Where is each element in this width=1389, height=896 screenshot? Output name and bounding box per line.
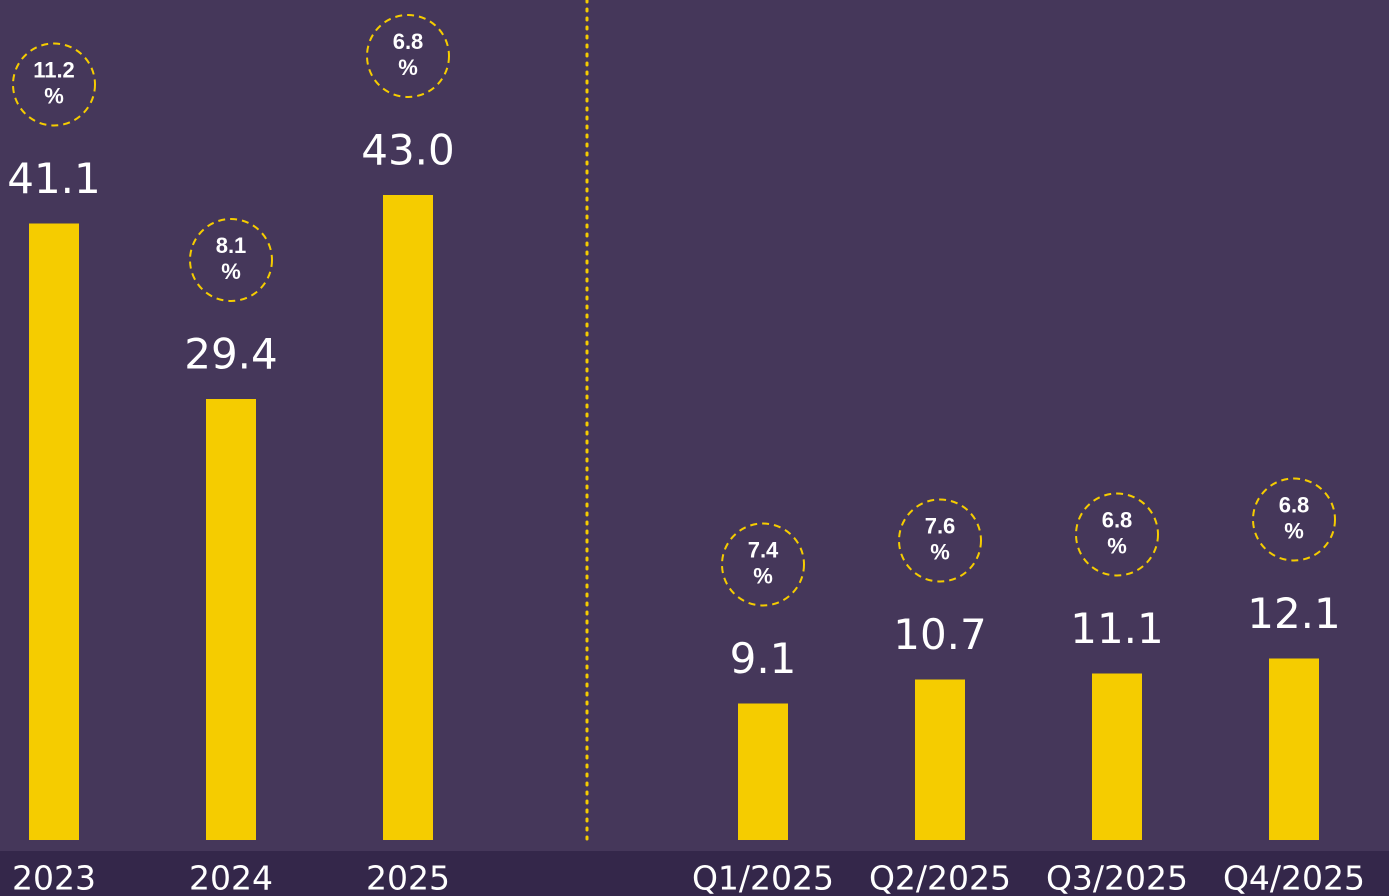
bar: [915, 679, 965, 840]
value-label: 29.4: [184, 330, 278, 379]
growth-badge: [1252, 477, 1336, 562]
footer-strip: [0, 851, 1389, 896]
bar: [1269, 658, 1319, 840]
growth-badge: [12, 42, 96, 127]
bar: [738, 703, 788, 840]
x-tick-label: Q1/2025: [692, 859, 834, 896]
value-label: 9.1: [730, 634, 797, 683]
value-label: 10.7: [893, 610, 987, 659]
growth-label: 8.1%: [216, 233, 247, 284]
growth-label: 6.8%: [1279, 492, 1310, 543]
x-tick-label: 2023: [12, 859, 96, 896]
bar: [383, 195, 433, 840]
x-tick-label: Q3/2025: [1046, 859, 1188, 896]
value-label: 41.1: [7, 154, 101, 203]
growth-label: 11.2%: [33, 57, 75, 108]
growth-label: 7.6%: [925, 513, 956, 564]
bar: [29, 223, 79, 840]
growth-badge: [721, 522, 805, 607]
growth-label: 6.8%: [1102, 507, 1133, 558]
growth-label: 6.8%: [393, 29, 424, 80]
growth-badge: [898, 498, 982, 583]
x-tick-label: Q4/2025: [1223, 859, 1365, 896]
growth-label: 7.4%: [748, 537, 779, 588]
growth-badge: [366, 14, 450, 98]
x-tick-label: 2024: [189, 859, 273, 896]
value-label: 43.0: [361, 126, 455, 175]
value-label: 11.1: [1070, 604, 1164, 653]
x-tick-label: Q2/2025: [869, 859, 1011, 896]
growth-badge: [189, 218, 273, 302]
x-tick-label: 2025: [366, 859, 450, 896]
value-label: 12.1: [1247, 589, 1341, 638]
bar: [1092, 673, 1142, 840]
bar: [206, 399, 256, 840]
growth-badge: [1075, 492, 1159, 577]
